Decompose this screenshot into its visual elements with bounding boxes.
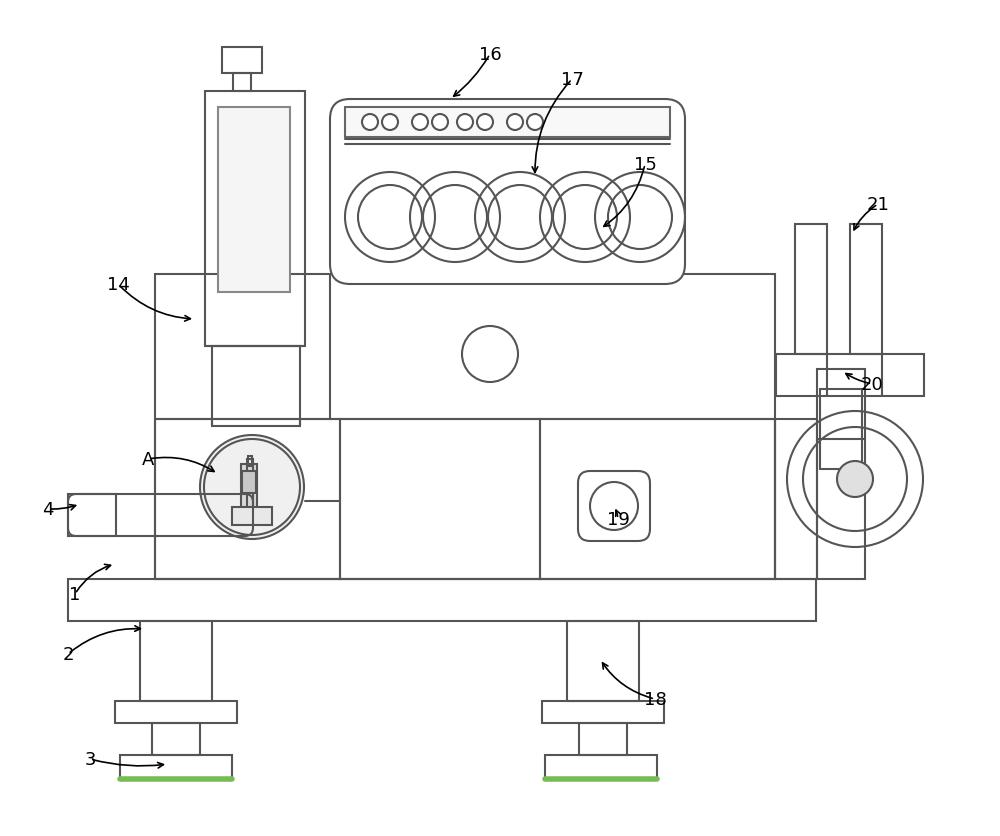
Circle shape xyxy=(432,115,448,131)
Bar xyxy=(247,460,253,519)
Circle shape xyxy=(200,436,304,539)
Bar xyxy=(152,723,200,755)
FancyBboxPatch shape xyxy=(578,472,650,542)
Text: 4: 4 xyxy=(42,501,54,518)
Bar xyxy=(68,494,116,537)
Circle shape xyxy=(507,115,523,131)
Circle shape xyxy=(477,115,493,131)
Bar xyxy=(232,507,272,525)
Text: 20: 20 xyxy=(861,375,883,394)
Text: 21: 21 xyxy=(867,196,889,214)
Bar xyxy=(540,420,775,579)
Text: 3: 3 xyxy=(84,750,96,768)
Circle shape xyxy=(362,115,378,131)
Bar xyxy=(776,354,924,396)
Bar xyxy=(205,92,305,347)
Text: 2: 2 xyxy=(62,645,74,663)
Bar xyxy=(68,579,816,621)
Bar xyxy=(212,347,300,426)
Bar xyxy=(120,755,232,779)
Bar xyxy=(567,621,639,701)
Circle shape xyxy=(837,461,873,497)
Circle shape xyxy=(527,115,543,131)
Text: 14: 14 xyxy=(107,276,129,293)
Text: 19: 19 xyxy=(607,511,629,528)
Bar xyxy=(795,225,827,354)
Bar xyxy=(242,472,256,493)
Bar xyxy=(222,48,262,74)
Text: A: A xyxy=(142,451,154,468)
FancyBboxPatch shape xyxy=(330,99,685,285)
Circle shape xyxy=(412,115,428,131)
Bar xyxy=(820,390,862,470)
Bar xyxy=(241,465,257,512)
Circle shape xyxy=(457,115,473,131)
Bar xyxy=(248,456,252,466)
Bar xyxy=(340,420,540,579)
Bar xyxy=(775,420,817,579)
Bar xyxy=(155,275,775,579)
Bar xyxy=(817,370,865,579)
Bar xyxy=(115,701,237,723)
Text: 1: 1 xyxy=(69,585,81,604)
Circle shape xyxy=(382,115,398,131)
Bar xyxy=(542,701,664,723)
Bar xyxy=(155,420,340,579)
Text: 16: 16 xyxy=(479,46,501,64)
Bar xyxy=(233,74,251,92)
Bar xyxy=(140,621,212,701)
Text: 15: 15 xyxy=(634,155,656,174)
Bar xyxy=(579,723,627,755)
Bar xyxy=(218,108,290,293)
Bar xyxy=(345,108,670,138)
Text: 17: 17 xyxy=(561,71,583,89)
Bar xyxy=(545,755,657,779)
Text: 18: 18 xyxy=(644,691,666,708)
Bar xyxy=(850,225,882,354)
